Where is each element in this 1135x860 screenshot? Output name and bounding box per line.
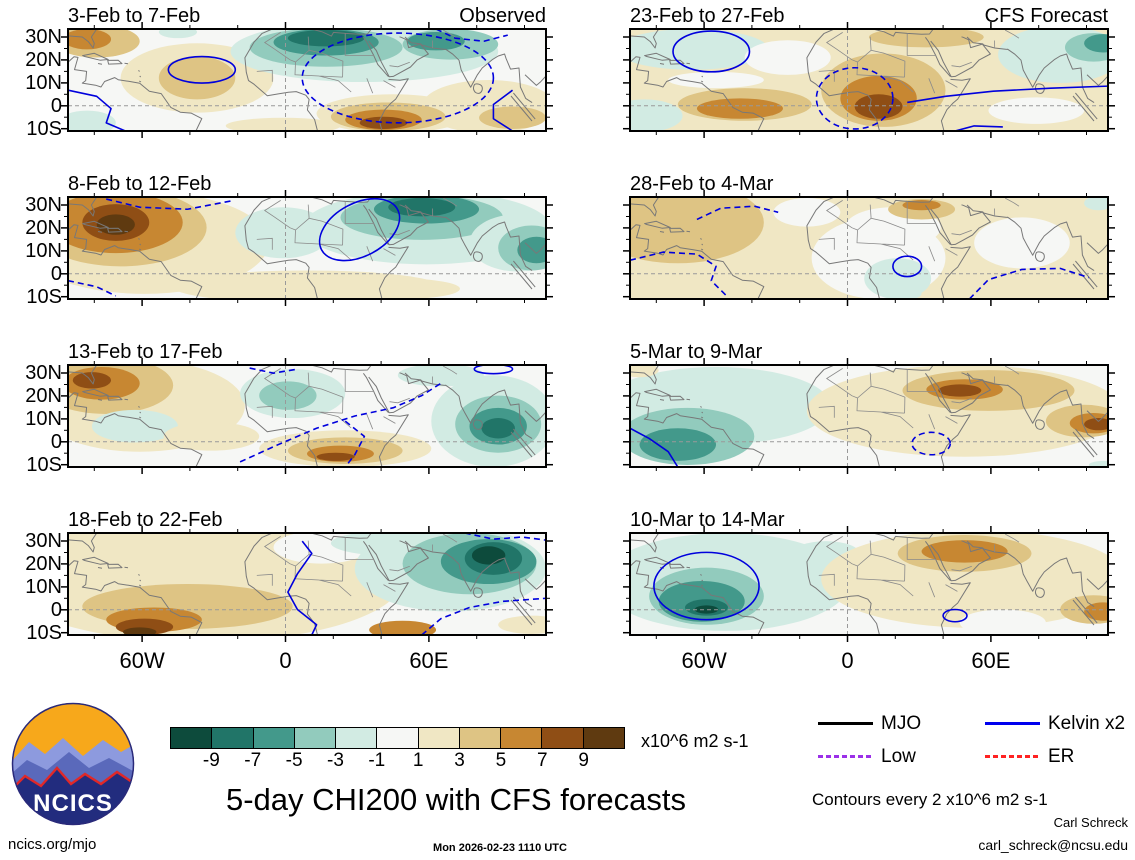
colorbar-tick-label: 7 — [536, 750, 548, 771]
map-panel — [61, 526, 553, 642]
legend-label: MJO — [881, 713, 922, 734]
lat-axis-label: 10S — [26, 285, 62, 308]
credit-email: carl_schreck@ncsu.edu — [978, 837, 1128, 853]
panel-source-tag: CFS Forecast — [984, 5, 1108, 27]
timestamp: Mon 2026-02-23 1110 UTC — [433, 842, 567, 854]
colorbar-tick-label: -9 — [202, 750, 220, 771]
panel-date-range: 8-Feb to 12-Feb — [68, 173, 212, 195]
lon-axis-label: 60E — [971, 648, 1011, 673]
map-panel — [61, 190, 553, 306]
legend-label: ER — [1048, 746, 1075, 767]
map-panel — [61, 22, 553, 138]
colorbar-tick-label: 1 — [412, 750, 424, 771]
panel-date-range: 13-Feb to 17-Feb — [68, 341, 223, 363]
colorbar-tick-label: -3 — [327, 750, 344, 771]
colorbar-tick-label: 5 — [495, 750, 507, 771]
panel-title: 18-Feb to 22-Feb — [68, 509, 546, 531]
panel-date-range: 5-Mar to 9-Mar — [630, 341, 763, 363]
credit-name: Carl Schreck — [1053, 815, 1128, 830]
lat-axis-label: 10N — [25, 407, 62, 430]
colorbar-tick-label: -7 — [244, 750, 262, 771]
lat-axis-label: 10N — [25, 71, 62, 94]
panel-date-range: 10-Mar to 14-Mar — [630, 509, 785, 531]
logo-red-ridgeline — [12, 766, 134, 791]
lat-axis-label: 10S — [26, 621, 62, 644]
lon-axis-label: 60E — [409, 648, 449, 673]
lat-axis-label: 10S — [26, 117, 62, 140]
map-panel — [623, 190, 1115, 306]
colorbar-tick-label: -1 — [368, 750, 386, 771]
panel-title: 23-Feb to 27-Feb CFS Forecast — [630, 5, 1108, 27]
panel-title: 10-Mar to 14-Mar — [630, 509, 1108, 531]
panel-date-range: 3-Feb to 7-Feb — [68, 5, 201, 27]
main-title: 5-day CHI200 with CFS forecasts — [225, 782, 686, 817]
lon-axis-label: 0 — [279, 648, 292, 673]
contour-note: Contours every 2 x10^6 m2 s-1 — [812, 790, 1048, 809]
colorbar-cell — [459, 728, 502, 748]
lat-axis-label: 10S — [26, 453, 62, 476]
lat-axis-label: 20N — [25, 384, 62, 407]
site-link: ncics.org/mjo — [8, 836, 97, 853]
panel-date-range: 23-Feb to 27-Feb — [630, 5, 785, 27]
colorbar-cell — [583, 728, 624, 748]
colorbar — [170, 727, 625, 749]
lat-axis-label: 20N — [25, 552, 62, 575]
panel-title: 28-Feb to 4-Mar — [630, 173, 1108, 195]
lat-axis-label: 30N — [25, 194, 62, 216]
panel-date-range: 28-Feb to 4-Mar — [630, 173, 774, 195]
legend-line-mjo — [818, 722, 873, 725]
colorbar-cell — [294, 728, 337, 748]
colorbar-cell — [212, 728, 254, 748]
panel-source-tag: Observed — [459, 5, 546, 27]
colorbar-tick-label: -5 — [285, 750, 303, 771]
lat-axis-label: 30N — [25, 362, 62, 384]
lat-axis-label: 0 — [50, 94, 62, 117]
colorbar-cell — [501, 728, 543, 748]
lat-axis-label: 20N — [25, 48, 62, 71]
lat-axis-label: 0 — [50, 430, 62, 453]
colorbar-cell — [171, 728, 213, 748]
panel-title: 8-Feb to 12-Feb — [68, 173, 546, 195]
legend-line-low — [818, 755, 873, 758]
logo-text: NCICS — [33, 790, 113, 817]
lat-axis-label: 30N — [25, 26, 62, 48]
ncics-logo: NCICS — [11, 702, 135, 826]
lat-axis-label: 10N — [25, 575, 62, 598]
lon-axis-label: 60W — [681, 648, 727, 673]
lat-axis-label: 0 — [50, 598, 62, 621]
colorbar-tick-label: 9 — [578, 750, 589, 771]
colorbar-cell — [336, 728, 378, 748]
colorbar-cell — [418, 728, 460, 748]
lat-axis-label: 10N — [25, 239, 62, 262]
lat-axis-label: 30N — [25, 530, 62, 552]
colorbar-cell — [253, 728, 295, 748]
legend-line-er — [985, 755, 1040, 758]
map-panel — [623, 526, 1115, 642]
units-label: x10^6 m2 s-1 — [641, 731, 749, 751]
colorbar-tick-label: 3 — [454, 750, 465, 771]
logo-border — [11, 702, 135, 826]
colorbar-cell — [377, 728, 419, 748]
map-panel — [623, 22, 1115, 138]
legend-label: Kelvin x2 — [1048, 713, 1126, 734]
panel-title: 3-Feb to 7-Feb Observed — [68, 5, 546, 27]
map-panel — [61, 358, 553, 474]
map-panel — [623, 358, 1115, 474]
legend-line-kelvin-x2 — [985, 722, 1040, 725]
lat-axis-label: 20N — [25, 216, 62, 239]
lat-axis-label: 0 — [50, 262, 62, 285]
lon-axis-label: 0 — [841, 648, 854, 673]
colorbar-cell — [542, 728, 584, 748]
legend-label: Low — [881, 746, 916, 767]
lon-axis-label: 60W — [119, 648, 165, 673]
panel-title: 5-Mar to 9-Mar — [630, 341, 1108, 363]
panel-date-range: 18-Feb to 22-Feb — [68, 509, 223, 531]
panel-title: 13-Feb to 17-Feb — [68, 341, 546, 363]
